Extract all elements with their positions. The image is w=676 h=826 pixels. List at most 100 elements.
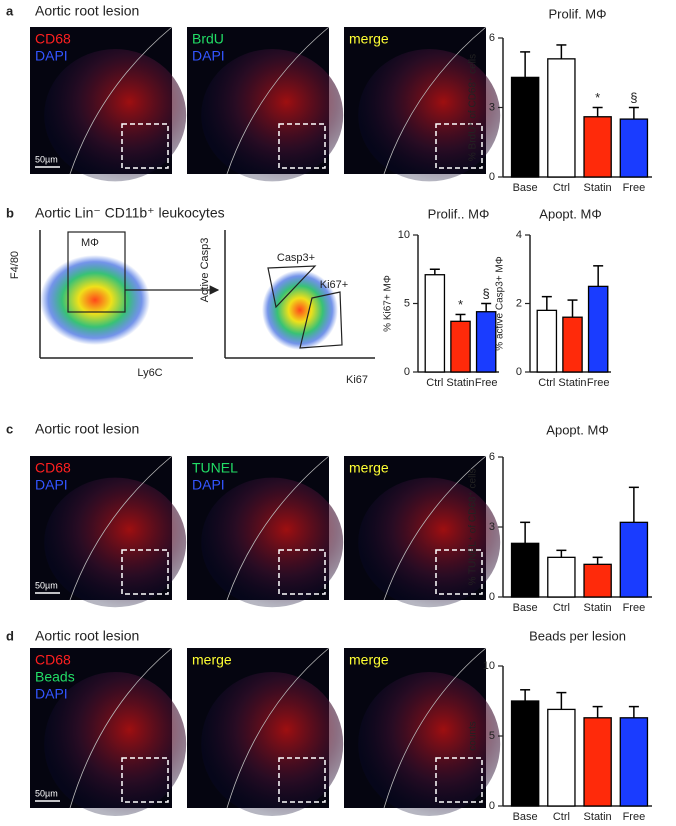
scale-bar-label: 50µm xyxy=(35,788,58,798)
y-tick-label: 0 xyxy=(489,171,495,183)
lumen-border xyxy=(226,455,330,601)
channel-label: DAPI xyxy=(35,686,68,702)
x-tick-label: Base xyxy=(513,182,538,194)
x-tick-label: Base xyxy=(513,602,538,614)
panel-header: Aortic root lesion xyxy=(35,628,139,644)
x-tick-label: Free xyxy=(623,811,646,823)
chart-title: Prolif. MΦ xyxy=(548,6,606,21)
y-axis-label: counts xyxy=(468,721,479,750)
tissue xyxy=(358,49,501,182)
channel-label: BrdU xyxy=(192,31,224,47)
bar xyxy=(547,556,576,598)
error-bar xyxy=(628,705,639,718)
y-tick-label: 10 xyxy=(398,229,410,241)
x-tick-label: Statin xyxy=(584,811,612,823)
scale-bar-label: 50µm xyxy=(35,154,58,164)
y-tick-label: 0 xyxy=(516,366,522,378)
x-tick-label: Ctrl xyxy=(553,811,570,823)
y-tick-label: 6 xyxy=(489,451,495,463)
channel-label: CD68 xyxy=(35,460,71,476)
x-tick-label: Free xyxy=(587,377,610,389)
flow-plot: Active Casp3 Ki67 Casp3+ Ki67+ xyxy=(199,230,375,386)
lumen-border xyxy=(69,455,173,601)
lumen-border xyxy=(226,647,330,809)
error-bar xyxy=(481,302,492,312)
error-bar xyxy=(628,486,639,523)
annotation: § xyxy=(630,90,637,105)
error-bar xyxy=(592,705,603,718)
channel-label: DAPI xyxy=(35,48,68,64)
chart-title: Apopt. MΦ xyxy=(539,206,601,221)
annotation: * xyxy=(458,297,463,312)
x-tick-label: Ctrl xyxy=(553,602,570,614)
bar xyxy=(583,116,612,178)
tissue xyxy=(201,477,344,608)
bar xyxy=(619,521,649,598)
bar xyxy=(510,76,540,178)
y-axis-label: % BrdU⁺ of CD68⁺ cells xyxy=(468,54,479,161)
error-bar xyxy=(592,106,603,117)
x-tick-label: Free xyxy=(475,377,498,389)
x-tick-label: Statin xyxy=(584,182,612,194)
channel-label: merge xyxy=(349,652,389,668)
inset-box xyxy=(278,757,326,803)
lumen-border xyxy=(383,647,487,809)
error-bar xyxy=(520,51,531,78)
bar xyxy=(424,274,446,373)
lumen-border xyxy=(383,455,487,601)
bar xyxy=(562,316,583,373)
channel-label: merge xyxy=(349,31,389,47)
flow-xlabel: Ly6C xyxy=(137,367,162,379)
scale-bar-label: 50µm xyxy=(35,580,58,590)
error-bar xyxy=(429,268,440,275)
x-tick-label: Statin xyxy=(584,602,612,614)
error-bar xyxy=(556,549,567,558)
inset-box xyxy=(121,757,169,803)
flow-ylabel: F4/80 xyxy=(9,251,21,279)
error-bar xyxy=(556,691,567,710)
y-tick-label: 0 xyxy=(489,591,495,603)
error-bar xyxy=(541,295,552,311)
panel-letter: b xyxy=(6,205,14,220)
y-tick-label: 0 xyxy=(404,366,410,378)
bar xyxy=(619,717,649,807)
lumen-border xyxy=(69,647,173,809)
x-tick-label: Free xyxy=(623,602,646,614)
gate-label: Casp3+ xyxy=(277,252,315,264)
chart-title: Apopt. MΦ xyxy=(546,422,608,437)
y-tick-label: 10 xyxy=(483,660,495,672)
bar xyxy=(450,320,471,373)
tissue xyxy=(358,477,501,608)
annotation: * xyxy=(595,90,600,105)
chart-title: Beads per lesion xyxy=(529,628,626,643)
channel-label: DAPI xyxy=(35,477,68,493)
channel-label: CD68 xyxy=(35,31,71,47)
panel-header: Aortic root lesion xyxy=(35,3,139,19)
inset-box xyxy=(121,549,169,595)
channel-label: merge xyxy=(192,652,232,668)
inset-box xyxy=(278,549,326,595)
panel-header: Aortic root lesion xyxy=(35,421,139,437)
lumen-border xyxy=(383,26,487,175)
inset-box xyxy=(121,123,169,169)
error-bar xyxy=(628,106,639,120)
x-tick-label: Base xyxy=(513,811,538,823)
bar xyxy=(583,717,612,807)
flow-ylabel: Active Casp3 xyxy=(199,238,211,303)
bar xyxy=(619,118,649,178)
tissue xyxy=(201,672,344,816)
y-tick-label: 3 xyxy=(489,101,495,113)
inset-box xyxy=(278,123,326,169)
flow-plot: F4/80 Ly6C MΦ xyxy=(9,230,220,379)
bar xyxy=(475,311,497,373)
y-tick-label: 3 xyxy=(489,521,495,533)
panel-letter: a xyxy=(6,3,14,18)
y-tick-label: 5 xyxy=(489,730,495,742)
x-tick-label: Statin xyxy=(558,377,586,389)
tissue xyxy=(358,672,501,816)
inset-box xyxy=(435,123,483,169)
x-tick-label: Ctrl xyxy=(426,377,443,389)
channel-label: DAPI xyxy=(192,48,225,64)
error-bar xyxy=(556,44,567,59)
y-axis-label: % active Casp3+ MΦ xyxy=(495,256,506,350)
